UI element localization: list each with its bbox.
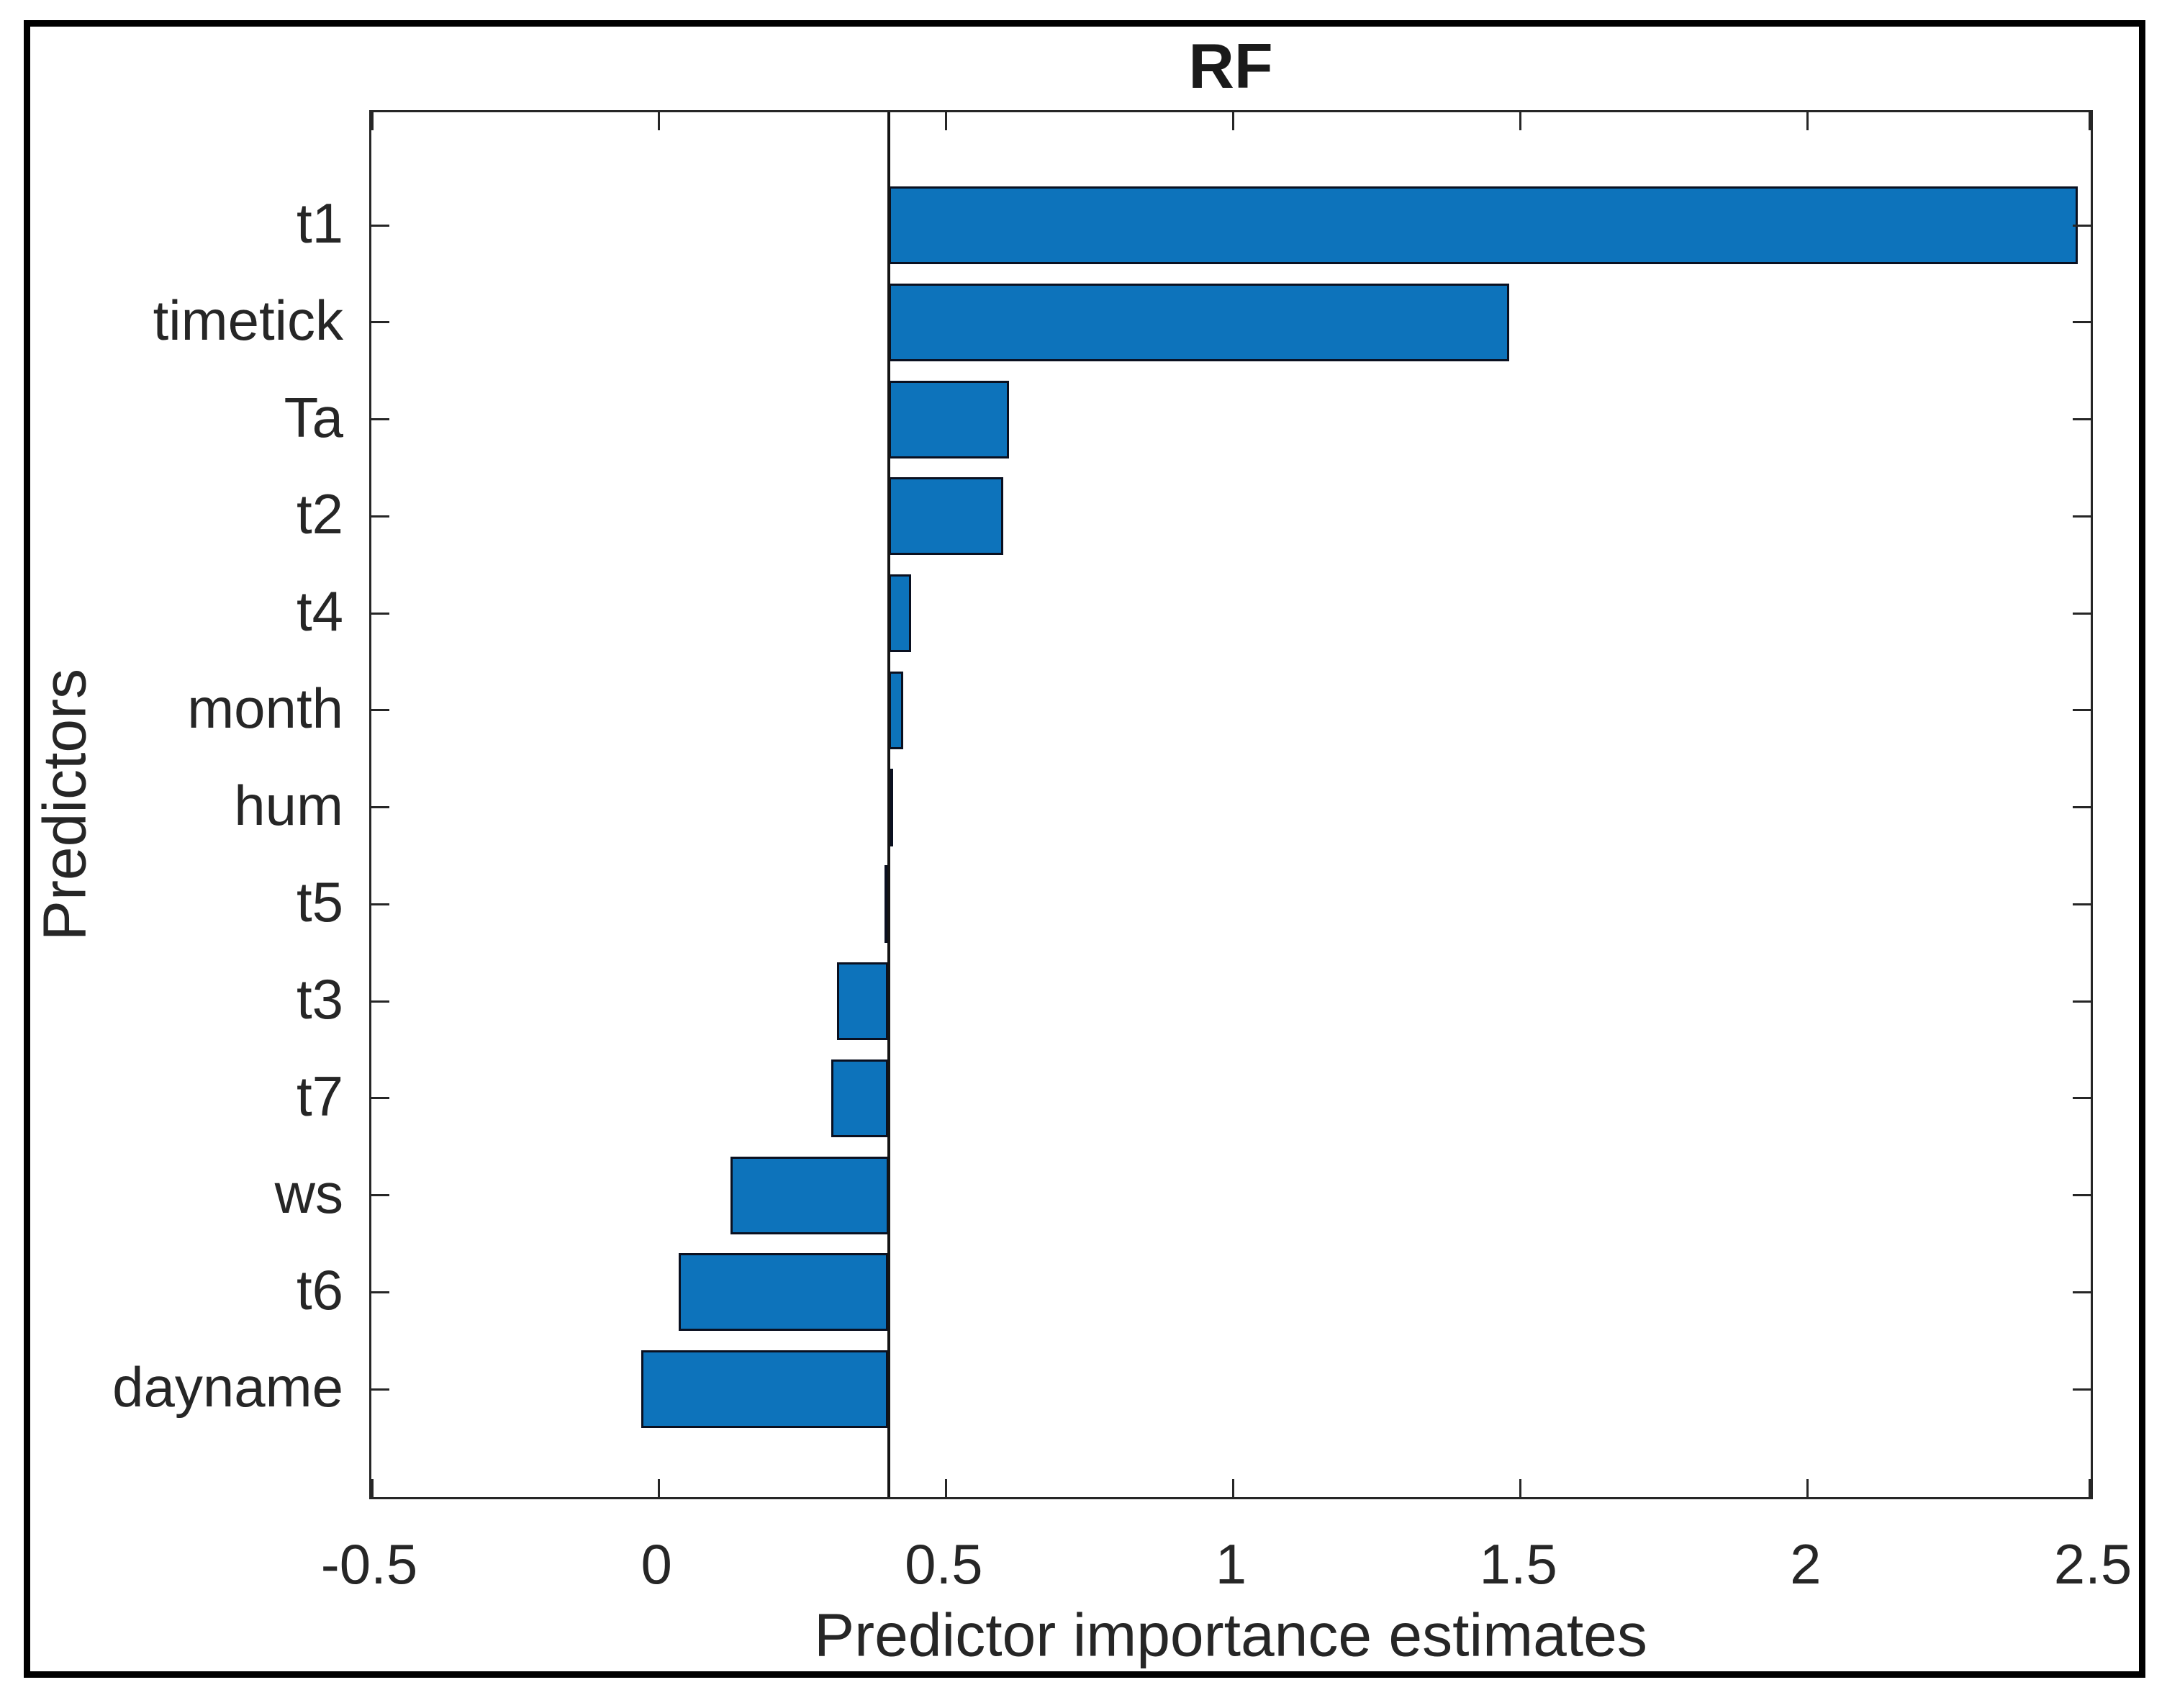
x-tick-bottom-0 (657, 1479, 660, 1497)
y-tick-right-t3 (2073, 1000, 2091, 1003)
bar-dayname (641, 1350, 889, 1428)
y-tick-right-t1 (2073, 224, 2091, 227)
y-tick-right-t5 (2073, 903, 2091, 905)
y-tick-right-Ta (2073, 418, 2091, 420)
x-tick-bottom-2 (1806, 1479, 1809, 1497)
x-tick-bottom-1.5 (1519, 1479, 1522, 1497)
plot-area (369, 110, 2093, 1499)
x-tick-top-2.5 (2089, 112, 2091, 130)
x-tick-top-0.5 (944, 112, 947, 130)
x-tick-label-2: 2 (1790, 1532, 1822, 1596)
category-label-hum: hum (234, 773, 343, 837)
category-label-ws: ws (274, 1161, 343, 1225)
category-label-t7: t7 (296, 1064, 343, 1128)
x-tick-label-0: 0 (641, 1532, 672, 1596)
bar-t6 (679, 1253, 889, 1332)
y-tick-right-t6 (2073, 1291, 2091, 1293)
bar-t1 (888, 186, 2078, 264)
y-tick-right-month (2073, 709, 2091, 712)
bar-t4 (888, 574, 912, 652)
y-tick-right-ws (2073, 1194, 2091, 1196)
bar-baseline (887, 112, 890, 1497)
y-tick-left-t4 (371, 612, 389, 615)
category-label-month: month (187, 676, 343, 740)
y-tick-left-t3 (371, 1000, 389, 1003)
x-tick-label-1: 1 (1215, 1532, 1247, 1596)
x-tick-label-2.5: 2.5 (2053, 1532, 2132, 1596)
x-tick-label-1.5: 1.5 (1479, 1532, 1557, 1596)
y-tick-left-timetick (371, 321, 389, 324)
y-tick-left-hum (371, 806, 389, 808)
y-tick-right-hum (2073, 806, 2091, 808)
bar-ws (730, 1156, 889, 1234)
bar-month (888, 671, 903, 749)
y-tick-left-t6 (371, 1291, 389, 1293)
x-tick-top-1 (1232, 112, 1234, 130)
bar-t2 (888, 477, 1004, 556)
y-tick-left-Ta (371, 418, 389, 420)
category-label-t6: t6 (296, 1258, 343, 1322)
y-tick-right-timetick (2073, 321, 2091, 324)
y-tick-left-t7 (371, 1097, 389, 1100)
y-tick-left-ws (371, 1194, 389, 1196)
x-tick-top--0.5 (371, 112, 374, 130)
chart-title: RF (1188, 30, 1273, 101)
category-label-Ta: Ta (284, 385, 343, 449)
x-tick-bottom-1 (1232, 1479, 1234, 1497)
category-label-dayname: dayname (112, 1355, 343, 1419)
x-tick-label--0.5: -0.5 (320, 1532, 418, 1596)
y-tick-right-t2 (2073, 515, 2091, 518)
x-tick-bottom-0.5 (944, 1479, 947, 1497)
y-tick-right-t7 (2073, 1097, 2091, 1100)
y-tick-left-month (371, 709, 389, 712)
y-tick-left-t2 (371, 515, 389, 518)
category-label-t5: t5 (296, 870, 343, 934)
y-axis-label: Predictors (30, 668, 99, 941)
x-tick-top-1.5 (1519, 112, 1522, 130)
x-axis-label: Predictor importance estimates (814, 1601, 1647, 1669)
category-label-t1: t1 (296, 191, 343, 255)
category-label-timetick: timetick (153, 288, 343, 352)
category-label-t2: t2 (296, 482, 343, 546)
x-tick-top-2 (1806, 112, 1809, 130)
category-label-t4: t4 (296, 579, 343, 643)
bar-t3 (836, 962, 889, 1040)
y-tick-left-dayname (371, 1388, 389, 1391)
bar-Ta (888, 380, 1010, 458)
bar-timetick (888, 283, 1509, 361)
bar-t7 (831, 1059, 889, 1137)
x-tick-top-0 (657, 112, 660, 130)
x-tick-label-0.5: 0.5 (905, 1532, 983, 1596)
y-tick-left-t5 (371, 903, 389, 905)
x-tick-bottom--0.5 (371, 1479, 374, 1497)
x-tick-bottom-2.5 (2089, 1479, 2091, 1497)
y-tick-right-t4 (2073, 612, 2091, 615)
y-tick-right-dayname (2073, 1388, 2091, 1391)
y-tick-left-t1 (371, 224, 389, 227)
category-label-t3: t3 (296, 967, 343, 1031)
figure-border (24, 20, 2145, 1678)
